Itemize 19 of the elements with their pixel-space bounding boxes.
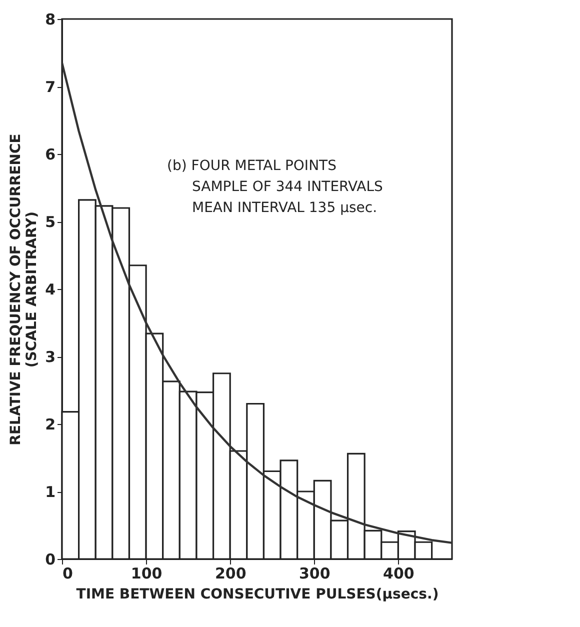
y-tick-label: 0 — [45, 550, 56, 568]
annotation: (b) FOUR METAL POINTS — [167, 158, 337, 174]
y-tick-label: 1 — [45, 483, 56, 501]
y-tick-label: 3 — [45, 348, 56, 366]
annotation: SAMPLE OF 344 INTERVALS — [192, 179, 384, 195]
x-tick-label: 400 — [383, 564, 414, 582]
y-tick-label: 5 — [45, 213, 56, 231]
y-tick-label: 8 — [45, 10, 56, 28]
y-tick-label: 7 — [45, 78, 56, 96]
x-tick-label: 200 — [214, 564, 246, 582]
x-tick-label: 100 — [130, 564, 162, 582]
y-tick-label: 6 — [45, 146, 56, 164]
y-tick-label: 2 — [45, 416, 56, 434]
y-axis-title: RELATIVE FREQUENCY OF OCCURRENCE (SCALE ARBITRARY) — [8, 134, 40, 446]
annotation: MEAN INTERVAL 135 μsec. — [192, 200, 378, 216]
x-tick-label: 0 — [62, 564, 73, 582]
y-tick-label: 4 — [45, 280, 56, 298]
x-axis-title: TIME BETWEEN CONSECUTIVE PULSES(μsecs.) — [76, 586, 439, 602]
x-tick-label: 300 — [299, 564, 330, 582]
